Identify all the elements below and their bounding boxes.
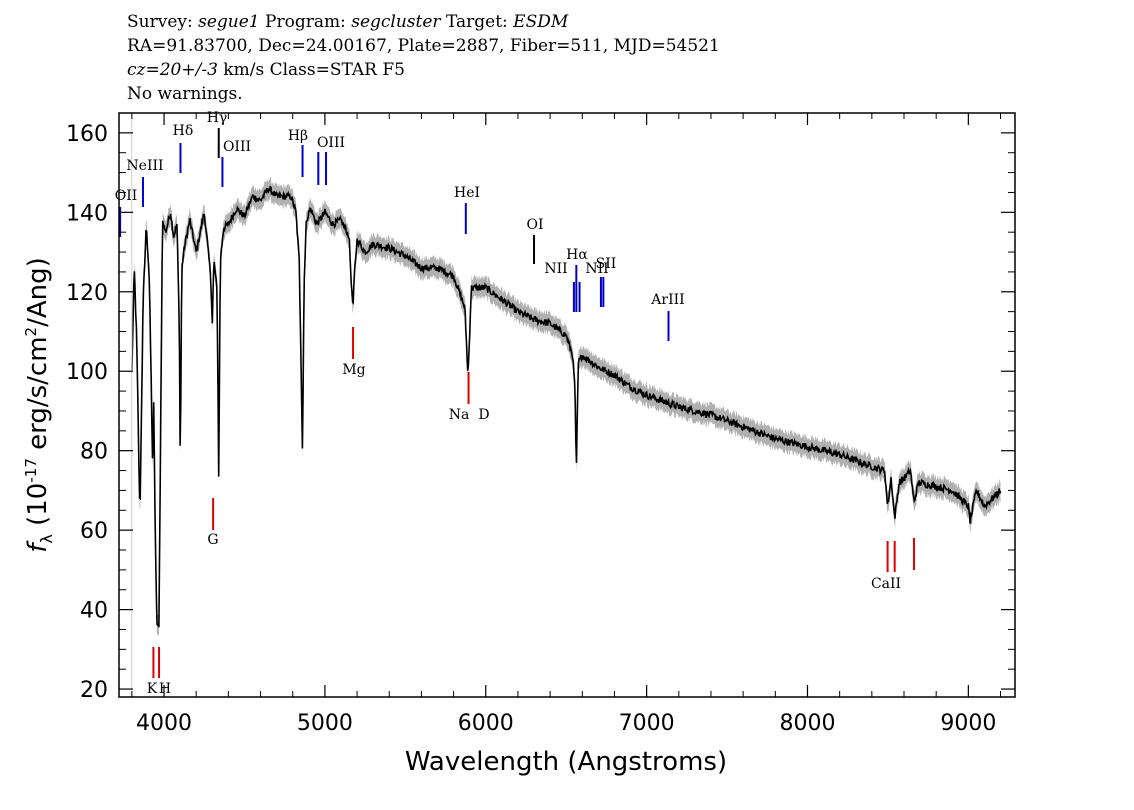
x-axis-title: Wavelength (Angstroms) (405, 747, 727, 777)
emission-line-label: HeI (454, 185, 480, 201)
program-value: segcluster (351, 12, 441, 32)
emission-line-label: Hγ (207, 110, 228, 126)
survey-label: Survey: (127, 12, 193, 32)
x-tick-label: 8000 (779, 711, 835, 736)
flux-series-line (131, 185, 1002, 628)
header-warnings-line: No warnings. (127, 84, 243, 104)
absorption-line-label: H (159, 681, 171, 697)
emission-line-label: NeIII (126, 158, 163, 174)
cz-value: cz=20+/-3 (127, 60, 218, 80)
x-tick-label: 5000 (297, 711, 353, 736)
absorption-line-label: G (207, 532, 218, 548)
x-tick-label: 4000 (136, 711, 192, 736)
cz-class: km/s Class=STAR F5 (223, 60, 405, 80)
y-tick-label: 160 (66, 122, 108, 147)
x-tick-label: 6000 (458, 711, 514, 736)
emission-line-label: NII (544, 261, 567, 277)
absorption-line-label: D (478, 407, 489, 423)
emission-line-label: SII (596, 256, 617, 272)
spectrum-header: Survey: segue1 Program: segcluster Targe… (127, 10, 720, 106)
y-tick-label: 80 (80, 440, 108, 465)
target-label: Target: (445, 12, 508, 32)
absorption-line-label: K (147, 681, 158, 697)
y-tick-label: 40 (80, 599, 108, 624)
emission-line-label: Hδ (173, 123, 194, 139)
emission-line-label: OII (115, 188, 138, 204)
y-tick-label: 140 (66, 201, 108, 226)
emission-line-label: Hβ (288, 128, 308, 144)
emission-line-label: ArIII (650, 292, 684, 308)
header-coordinates-line: RA=91.83700, Dec=24.00167, Plate=2887, F… (127, 36, 720, 56)
emission-line-label: OI (526, 217, 543, 233)
plot-frame (118, 112, 1016, 698)
spectrum-layer (131, 113, 1002, 697)
absorption-line-label: CaII (871, 576, 901, 592)
survey-value: segue1 (198, 12, 260, 32)
y-tick-label: 100 (66, 360, 108, 385)
emission-line-label: NII (585, 261, 608, 277)
absorption-line-label: Na (449, 407, 470, 423)
axis-ticks: 4000 5000 6000 7000 8000 9000 20 40 60 80 100 120 14… (66, 113, 1015, 736)
header-redshift-line: cz=20+/-3 km/s Class=STAR F5 (127, 58, 720, 82)
y-tick-label: 60 (80, 519, 108, 544)
y-tick-label: 20 (80, 678, 108, 703)
flux-error-band (131, 177, 1001, 638)
y-tick-label: 120 (66, 281, 108, 306)
emission-line-label: Hα (566, 247, 588, 263)
x-tick-label: 7000 (619, 711, 675, 736)
emission-line-label: OIII (317, 135, 345, 151)
program-label: Program: (265, 12, 346, 32)
emission-line-label: OIII (223, 139, 251, 155)
x-tick-label: 9000 (940, 711, 996, 736)
header-survey-line: Survey: segue1 Program: segcluster Targe… (127, 10, 720, 34)
y-axis-title: fλ (10-17 erg/s/cm2/Ang) (22, 257, 56, 553)
absorption-line-label: Mg (342, 362, 365, 378)
target-value: ESDM (513, 12, 569, 32)
